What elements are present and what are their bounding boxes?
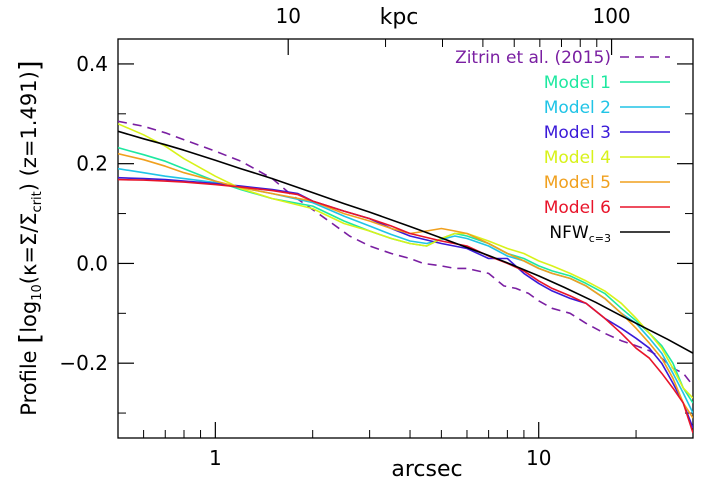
y-label-bracket-open: [	[13, 333, 46, 344]
series-line-2	[118, 146, 693, 404]
legend-label-8: NFWc=3	[549, 223, 611, 245]
legend-label-sub: c=3	[589, 232, 611, 245]
y-tick-label: 0.4	[76, 52, 108, 76]
series-line-1	[118, 120, 693, 387]
y-label-crit: crit	[30, 191, 45, 212]
top-axis-label: kpc	[380, 5, 419, 30]
legend-label-4: Model 3	[544, 123, 611, 143]
axis-ticks: 1 10 10 100 −0.2 0.0 0.2 0.4	[59, 4, 694, 470]
legend: Zitrin et al. (2015) Model 1 Model 2 Model …	[455, 48, 670, 245]
legend-label-2: Model 1	[544, 73, 611, 93]
legend-label-5: Model 4	[544, 148, 611, 168]
plot-frame	[117, 38, 694, 439]
y-label-bracket-close: ]	[13, 60, 46, 71]
top-tick-label: 10	[275, 4, 300, 28]
series-layer	[118, 120, 693, 434]
y-tick-label: −0.2	[59, 351, 108, 375]
y-label-prefix: Profile	[17, 344, 41, 416]
x-axis-label: arcsec	[391, 457, 462, 482]
x-tick-label: 1	[209, 446, 222, 470]
top-tick-label: 100	[592, 4, 630, 28]
legend-label-6: Model 5	[544, 173, 611, 193]
legend-label-3: Model 2	[544, 98, 611, 118]
y-label-sub10: 10	[30, 284, 45, 301]
x-tick-label: 10	[526, 446, 551, 470]
series-line-8	[118, 130, 693, 354]
legend-label-main: NFW	[549, 223, 588, 243]
y-tick-label: 0.2	[76, 152, 108, 176]
y-axis-label: Profile [log10(κ=Σ/Σcrit) (z=1.491)]	[13, 60, 46, 415]
legend-label-7: Model 6	[544, 198, 611, 218]
legend-label-1: Zitrin et al. (2015)	[455, 48, 611, 68]
series-line-6	[118, 152, 693, 419]
y-label-z: ) (z=1.491)	[17, 71, 41, 191]
y-label-kappa: (κ=Σ/Σ	[17, 212, 41, 284]
y-label-log: log	[17, 301, 41, 333]
y-tick-label: 0.0	[76, 251, 108, 275]
